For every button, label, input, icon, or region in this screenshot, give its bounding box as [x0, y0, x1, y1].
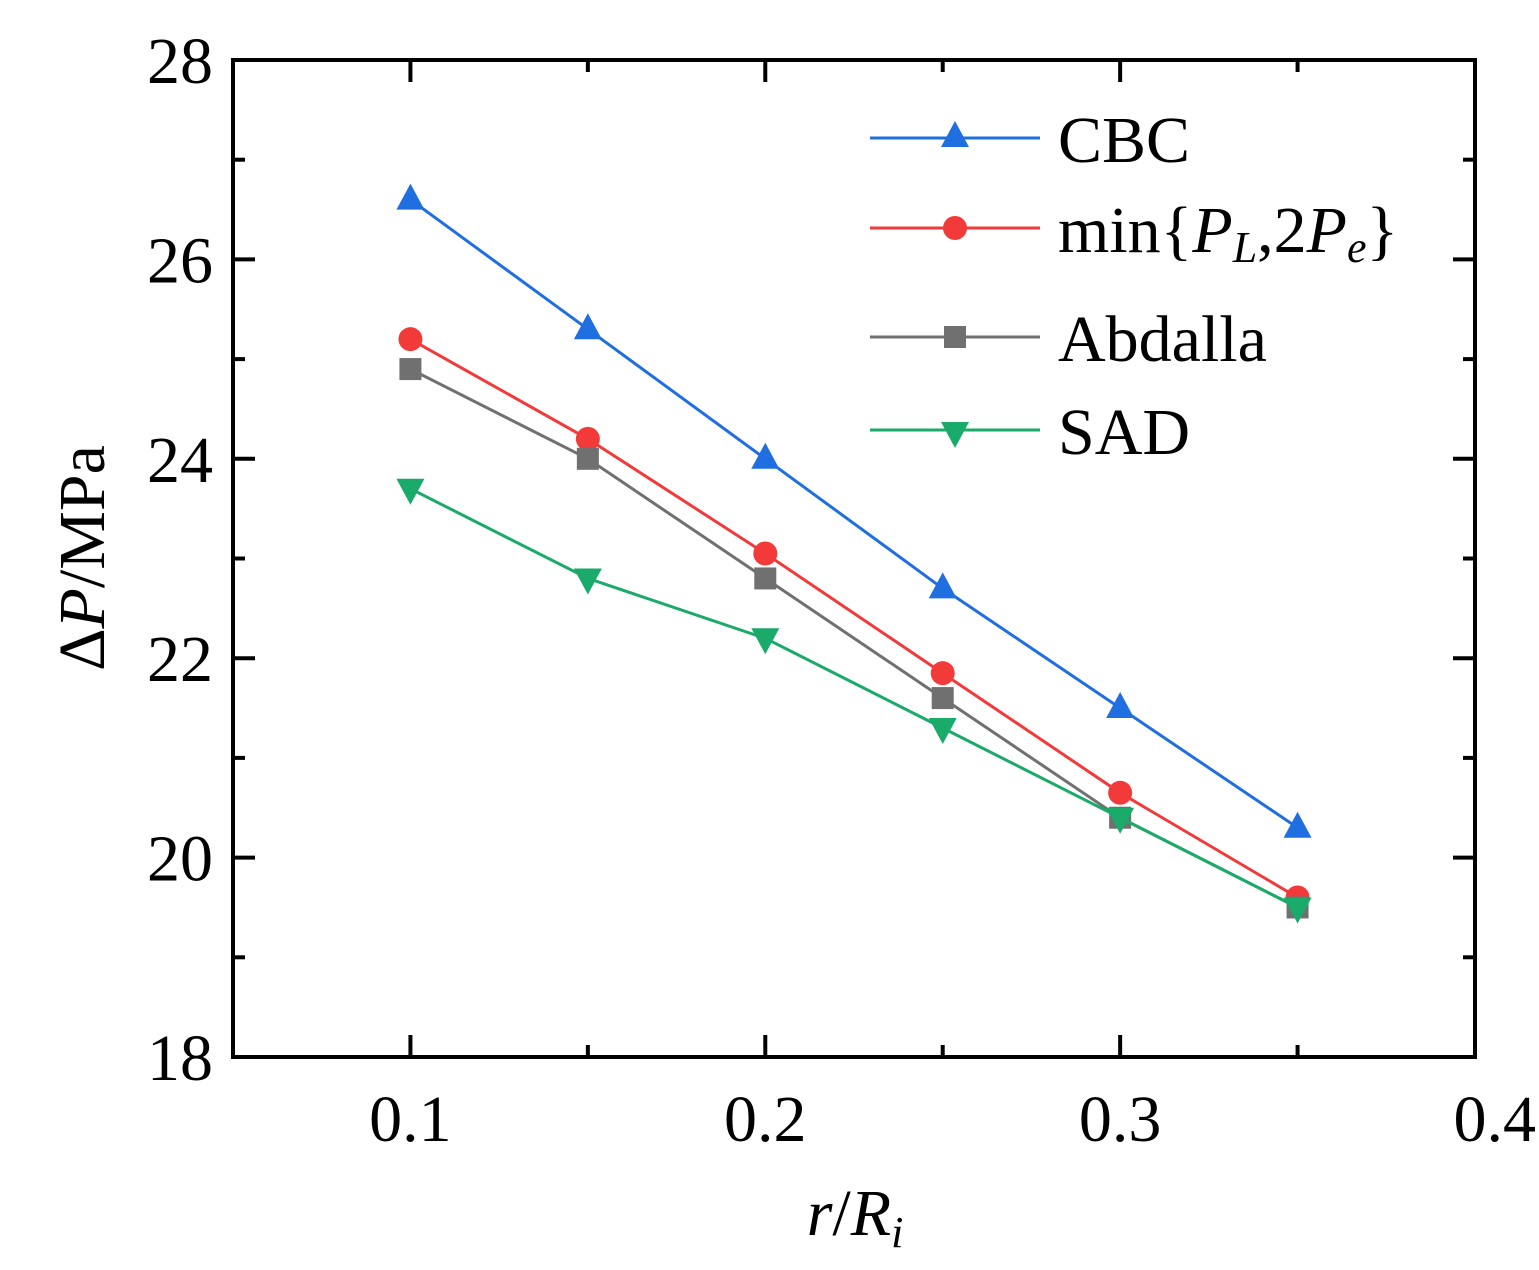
data-point [396, 183, 425, 210]
legend-label-cbc: CBC [1058, 104, 1190, 177]
axis-ticks [233, 58, 1477, 1059]
data-point [576, 447, 599, 470]
x-axis-title-sub: i [891, 1208, 903, 1257]
x-tick-label: 0.4 [1454, 1083, 1537, 1156]
y-tick-label: 22 [147, 623, 213, 696]
data-point [1108, 780, 1133, 805]
legend-entry-sad: SAD [870, 396, 1190, 469]
data-point [398, 327, 423, 352]
data-point [928, 572, 957, 599]
x-tick-label: 0.3 [1079, 1083, 1162, 1156]
legend-label-sad: SAD [1058, 396, 1190, 469]
y-tick-label: 26 [147, 224, 213, 297]
legend-label-min: min{PL,2Pe} [1058, 194, 1398, 272]
legend-marker-abdalla [944, 326, 966, 348]
series-3 [396, 478, 1312, 924]
legend-marker-sad [941, 422, 969, 448]
legend-entry-min: min{PL,2Pe} [870, 194, 1398, 272]
y-tick-label: 28 [147, 25, 213, 98]
data-point [573, 313, 602, 340]
series-line [409, 337, 1299, 899]
data-point [575, 426, 600, 451]
legend-entry-cbc: CBC [870, 104, 1190, 177]
data-point [751, 442, 780, 469]
x-axis-title: r/Ri [807, 1177, 904, 1257]
data-point [1283, 897, 1312, 924]
data-point [754, 567, 777, 590]
axis-tick-labels: 18 20 22 24 26 28 0.1 0.2 0.3 0.4 [147, 25, 1536, 1156]
legend-min-sub2: e [1347, 223, 1367, 272]
legend: CBC min{PL,2Pe} Abdalla SAD [870, 104, 1398, 469]
legend-min-comma: ,2 [1257, 194, 1307, 267]
series-layer [396, 183, 1312, 924]
legend-min-p1: P [1191, 194, 1232, 267]
data-point [751, 628, 780, 655]
data-point [930, 661, 955, 686]
y-tick-label: 24 [147, 424, 213, 497]
y-tick-label: 20 [147, 823, 213, 896]
legend-min-p2: P [1306, 194, 1347, 267]
y-axis-title-p: P [46, 588, 119, 629]
data-point [1283, 811, 1312, 838]
data-point [1106, 692, 1135, 719]
legend-min-prefix: min{ [1058, 194, 1192, 267]
legend-min-sub1: L [1232, 223, 1257, 272]
x-axis-title-R: R [850, 1177, 891, 1250]
data-point [753, 541, 778, 566]
x-tick-label: 0.1 [369, 1083, 452, 1156]
data-point [396, 478, 425, 505]
series-line [409, 487, 1299, 909]
x-tick-label: 0.2 [724, 1083, 807, 1156]
legend-entry-abdalla: Abdalla [870, 303, 1267, 376]
data-point [1106, 807, 1135, 834]
y-axis-title-unit: /MPa [46, 445, 119, 588]
x-axis-title-slash: / [832, 1177, 851, 1250]
legend-marker-cbc [941, 121, 969, 147]
data-point [931, 687, 954, 710]
y-axis-title-delta: Δ [46, 628, 119, 670]
series-line [409, 198, 1299, 829]
data-point [928, 717, 957, 744]
legend-min-close: } [1367, 194, 1399, 267]
data-point [573, 568, 602, 595]
x-axis-title-r: r [807, 1177, 833, 1250]
series-0 [396, 183, 1312, 838]
y-tick-label: 18 [147, 1022, 213, 1095]
legend-label-abdalla: Abdalla [1058, 303, 1267, 376]
legend-marker-min [943, 216, 967, 240]
data-point [399, 358, 422, 381]
y-axis-title: ΔP/MPa [46, 445, 119, 671]
